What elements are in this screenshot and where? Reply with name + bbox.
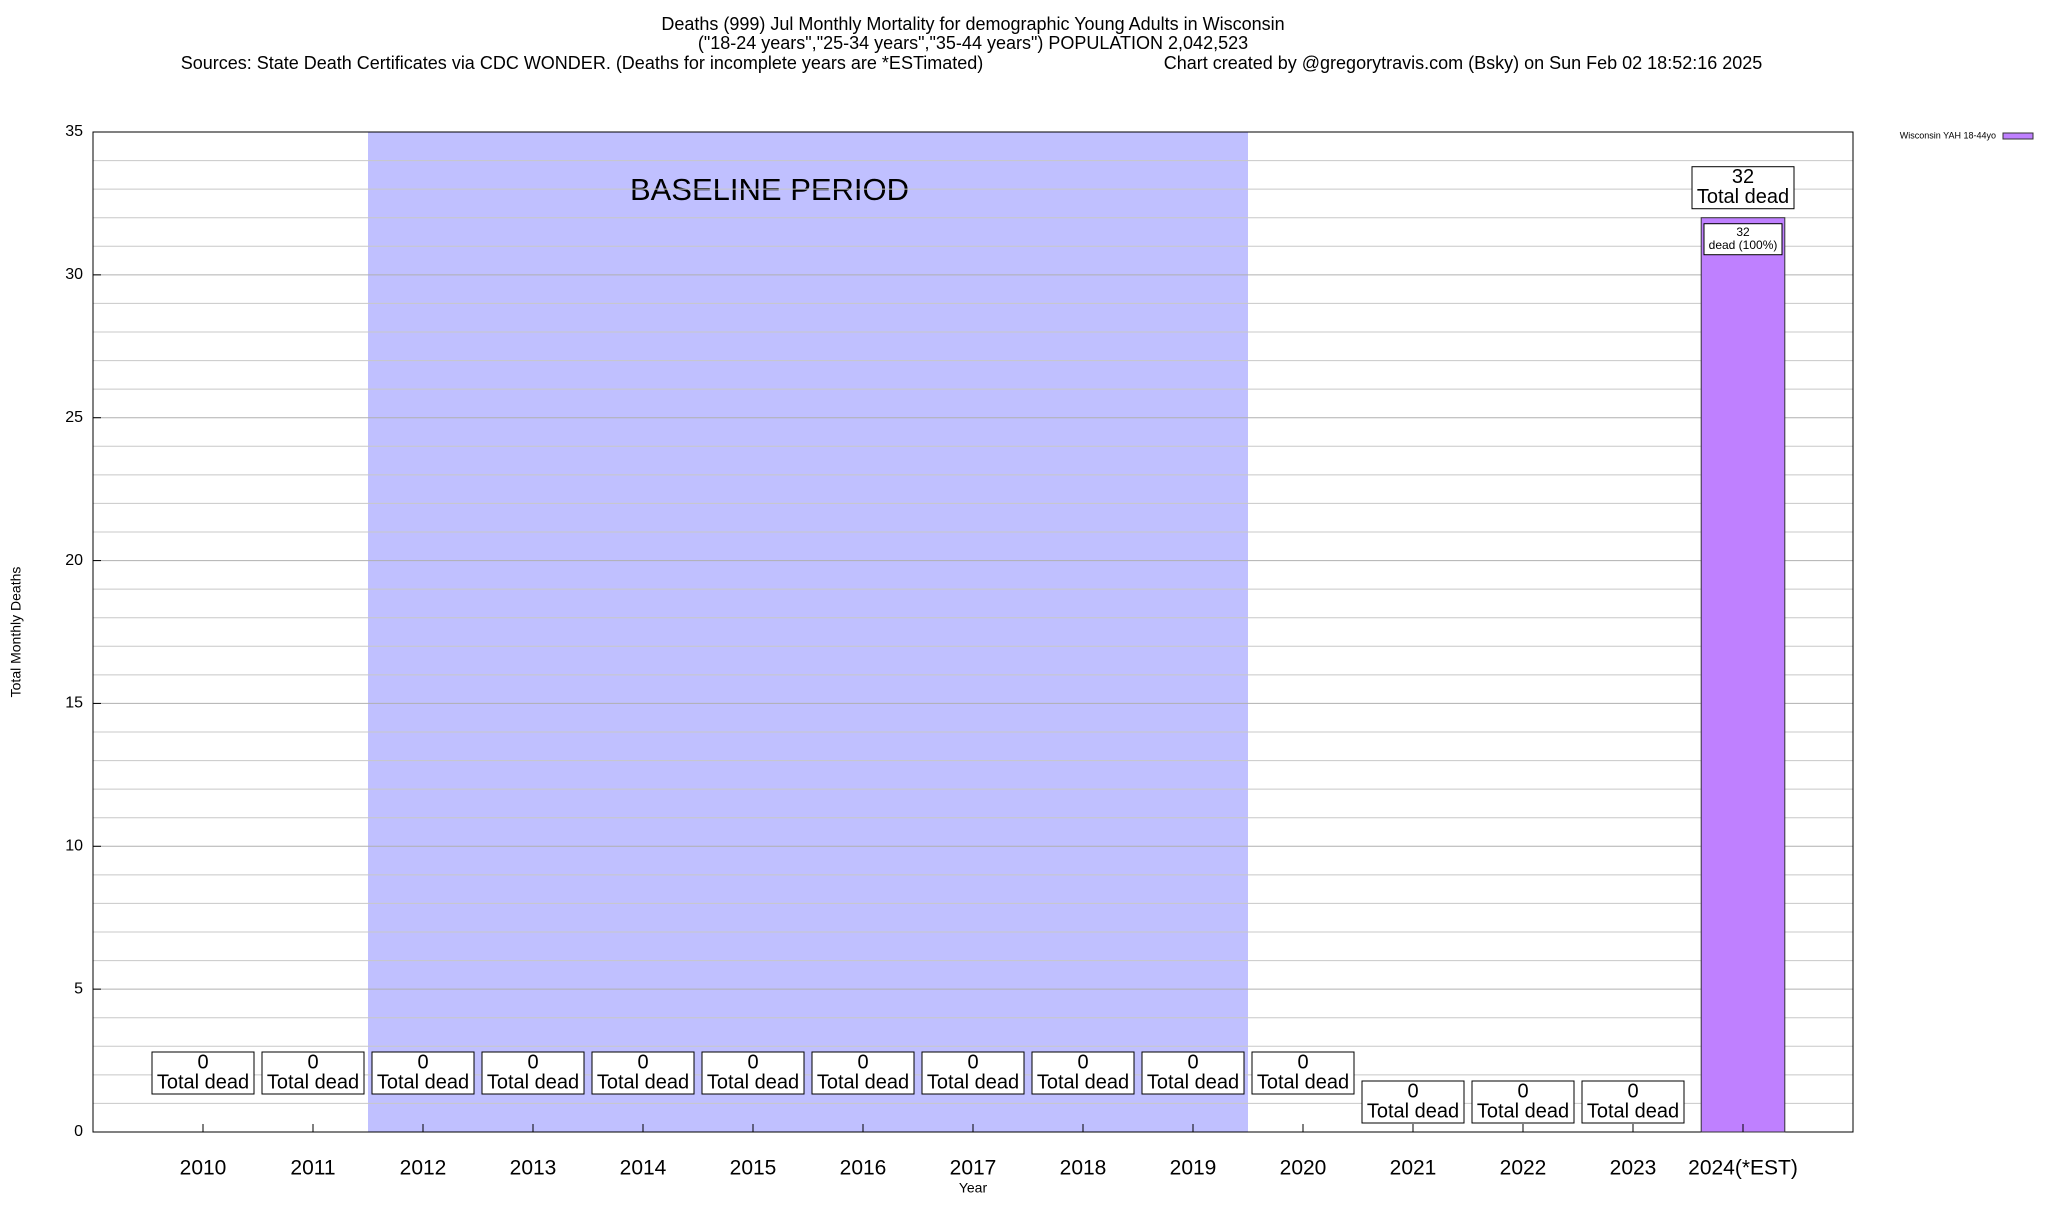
value-label: 0 — [1407, 1080, 1418, 1102]
value-label: 0 — [527, 1051, 538, 1073]
x-axis-label: Year — [959, 1180, 988, 1196]
y-tick-label: 5 — [74, 980, 83, 997]
baseline-annotation: BASELINE PERIOD — [630, 172, 909, 207]
value-label-box — [1471, 1080, 1575, 1124]
x-tick-label: 2012 — [400, 1157, 447, 1180]
value-label-caption: Total dead — [927, 1071, 1019, 1093]
value-label-caption: Total dead — [157, 1071, 249, 1093]
value-label-box — [261, 1051, 365, 1095]
x-tick-label: 2023 — [1610, 1157, 1657, 1180]
value-label: 0 — [967, 1051, 978, 1073]
value-label: 0 — [1077, 1051, 1088, 1073]
value-label-caption: Total dead — [597, 1071, 689, 1093]
y-axis-label: Total Monthly Deaths — [8, 567, 24, 698]
value-label-caption: Total dead — [487, 1071, 579, 1093]
value-label-box — [591, 1051, 695, 1095]
y-tick-label: 20 — [65, 552, 83, 569]
chart-credit: Chart created by @gregorytravis.com (Bsk… — [1164, 53, 1763, 73]
value-label-caption: Total dead — [377, 1071, 469, 1093]
value-label: 0 — [747, 1051, 758, 1073]
value-label-caption: Total dead — [1257, 1071, 1349, 1093]
baseline-region — [368, 132, 1248, 1132]
x-tick-label: 2011 — [290, 1157, 335, 1180]
value-label-box — [371, 1051, 475, 1095]
y-tick-label: 15 — [65, 695, 83, 712]
legend-label: Wisconsin YAH 18-44yo — [1900, 130, 1996, 140]
x-tick-label: 2014 — [620, 1157, 667, 1180]
value-label-caption: Total dead — [707, 1071, 799, 1093]
value-label-caption: Total dead — [1477, 1100, 1569, 1122]
value-label: 0 — [417, 1051, 428, 1073]
value-label: 0 — [197, 1051, 208, 1073]
segment-label-text: dead (100%) — [1709, 238, 1778, 252]
x-tick-label: 2015 — [730, 1157, 777, 1180]
value-label: 0 — [637, 1051, 648, 1073]
value-label-box — [701, 1051, 805, 1095]
y-tick-label: 25 — [65, 409, 83, 426]
x-tick-label: 2019 — [1170, 1157, 1217, 1180]
x-tick-label: 2021 — [1390, 1157, 1437, 1180]
value-label: 0 — [1297, 1051, 1308, 1073]
value-label-box — [1031, 1051, 1135, 1095]
x-tick-label: 2010 — [180, 1157, 227, 1180]
y-tick-label: 30 — [65, 266, 83, 283]
x-tick-label: 2020 — [1280, 1157, 1327, 1180]
value-label: 32 — [1732, 166, 1754, 188]
value-label-caption: Total dead — [1367, 1100, 1459, 1122]
chart-title: Deaths (999) Jul Monthly Mortality for d… — [661, 14, 1284, 34]
value-label-caption: Total dead — [267, 1071, 359, 1093]
bar — [1700, 217, 1786, 1133]
value-label-box — [1251, 1051, 1355, 1095]
y-tick-label: 0 — [74, 1123, 83, 1140]
value-label: 0 — [857, 1051, 868, 1073]
value-label: 0 — [1627, 1080, 1638, 1102]
value-label: 0 — [307, 1051, 318, 1073]
value-label-box — [1581, 1080, 1685, 1124]
legend-swatch — [2002, 132, 2034, 140]
value-label-box — [811, 1051, 915, 1095]
segment-label-box — [1703, 223, 1783, 256]
value-label-caption: Total dead — [817, 1071, 909, 1093]
y-tick-label: 35 — [65, 123, 83, 140]
x-tick-label: 2022 — [1500, 1157, 1547, 1180]
value-label-box — [1691, 166, 1795, 210]
x-tick-label: 2024(*EST) — [1688, 1157, 1798, 1180]
value-label-caption: Total dead — [1587, 1100, 1679, 1122]
y-tick-label: 10 — [65, 838, 83, 855]
x-tick-label: 2017 — [950, 1157, 997, 1180]
segment-label-value: 32 — [1736, 225, 1750, 239]
value-label-box — [481, 1051, 585, 1095]
chart-subtitle: ("18-24 years","25-34 years","35-44 year… — [698, 33, 1248, 53]
value-label: 0 — [1187, 1051, 1198, 1073]
x-tick-label: 2013 — [510, 1157, 557, 1180]
value-label-caption: Total dead — [1147, 1071, 1239, 1093]
value-label-box — [1361, 1080, 1465, 1124]
x-tick-label: 2016 — [840, 1157, 887, 1180]
value-label-box — [1141, 1051, 1245, 1095]
x-tick-label: 2018 — [1060, 1157, 1107, 1180]
value-label-caption: Total dead — [1037, 1071, 1129, 1093]
chart-source: Sources: State Death Certificates via CD… — [181, 53, 984, 73]
value-label-box — [921, 1051, 1025, 1095]
value-label: 0 — [1517, 1080, 1528, 1102]
value-label-caption: Total dead — [1697, 186, 1789, 208]
value-label-box — [151, 1051, 255, 1095]
